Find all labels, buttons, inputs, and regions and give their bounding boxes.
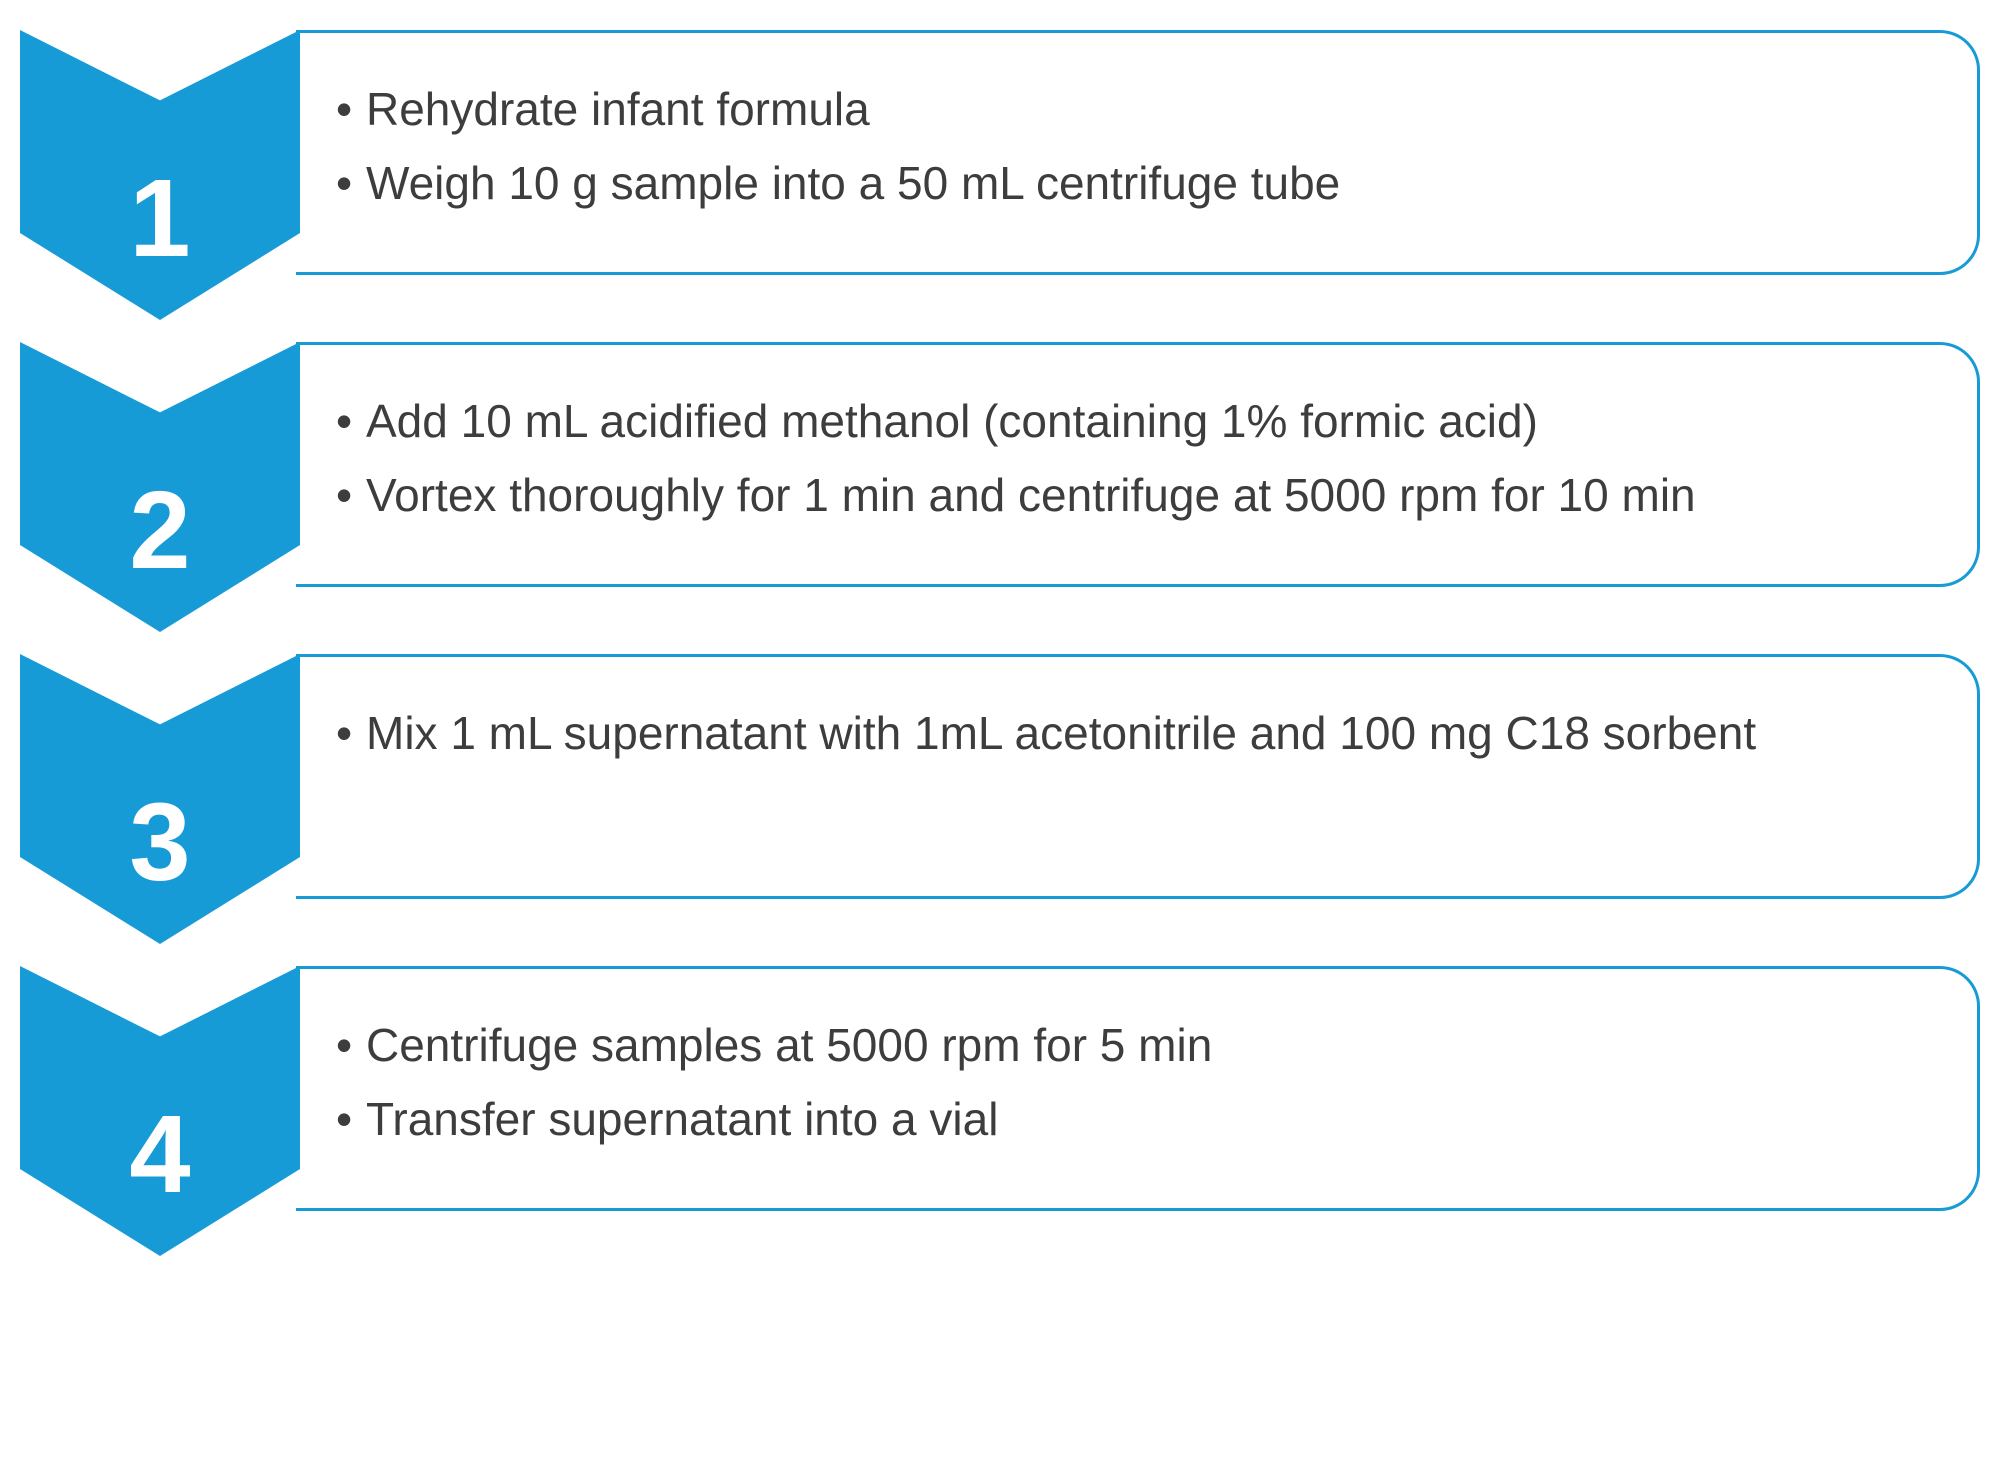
bullet-list: Rehydrate infant formulaWeigh 10 g sampl… <box>336 73 1917 220</box>
flow-step: 2 Add 10 mL acidified methanol (containin… <box>20 342 1980 632</box>
flow-step: 3 Mix 1 mL supernatant with 1mL acetonitr… <box>20 654 1980 944</box>
bullet-item: Rehydrate infant formula <box>336 73 1917 147</box>
bullet-item: Add 10 mL acidified methanol (containing… <box>336 385 1917 459</box>
step-number: 2 <box>129 476 190 586</box>
step-number: 1 <box>129 164 190 274</box>
bullet-item: Centrifuge samples at 5000 rpm for 5 min <box>336 1009 1917 1083</box>
chevron-icon: 4 <box>20 966 300 1256</box>
bullet-list: Centrifuge samples at 5000 rpm for 5 min… <box>336 1009 1917 1156</box>
flow-step: 4 Centrifuge samples at 5000 rpm for 5 mi… <box>20 966 1980 1256</box>
step-number: 3 <box>129 788 190 898</box>
bullet-item: Mix 1 mL supernatant with 1mL acetonitri… <box>336 697 1917 771</box>
bullet-item: Weigh 10 g sample into a 50 mL centrifug… <box>336 147 1917 221</box>
chevron-icon: 3 <box>20 654 300 944</box>
bullet-item: Vortex thoroughly for 1 min and centrifu… <box>336 459 1917 533</box>
step-content: Mix 1 mL supernatant with 1mL acetonitri… <box>296 654 1980 899</box>
process-flowchart: 1 Rehydrate infant formulaWeigh 10 g samp… <box>20 30 1980 1256</box>
step-content: Rehydrate infant formulaWeigh 10 g sampl… <box>296 30 1980 275</box>
flow-step: 1 Rehydrate infant formulaWeigh 10 g samp… <box>20 30 1980 320</box>
step-number: 4 <box>129 1100 190 1210</box>
chevron-icon: 2 <box>20 342 300 632</box>
chevron-icon: 1 <box>20 30 300 320</box>
bullet-list: Mix 1 mL supernatant with 1mL acetonitri… <box>336 697 1917 771</box>
bullet-item: Transfer supernatant into a vial <box>336 1083 1917 1157</box>
step-content: Centrifuge samples at 5000 rpm for 5 min… <box>296 966 1980 1211</box>
step-content: Add 10 mL acidified methanol (containing… <box>296 342 1980 587</box>
bullet-list: Add 10 mL acidified methanol (containing… <box>336 385 1917 532</box>
